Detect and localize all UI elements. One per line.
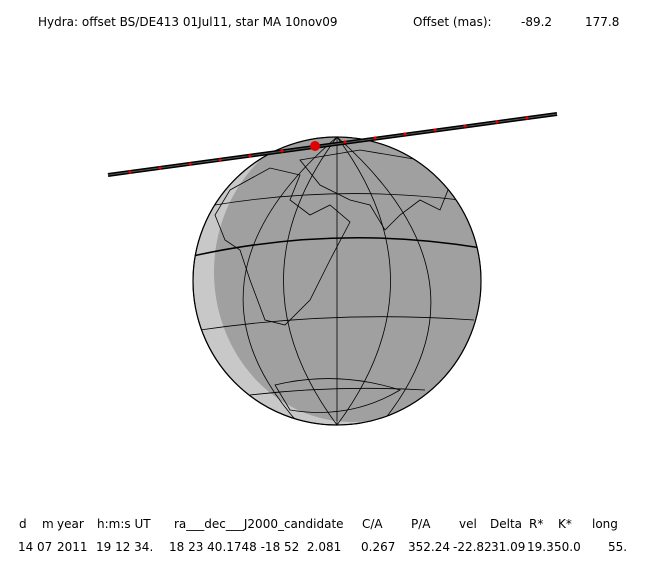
cell: 18 23 40.1748 -18 52 2.081 — [169, 540, 341, 554]
cell: 352.24 — [408, 540, 450, 554]
cell: 31.09 — [491, 540, 525, 554]
col-header: ra___dec___J2000_candidate — [174, 517, 344, 531]
offset-value: 177.8 — [585, 15, 619, 29]
col-header: vel — [459, 517, 477, 531]
cell: 19 12 34. — [96, 540, 153, 554]
offset-label: Offset (mas): — [413, 15, 492, 29]
col-header: d — [19, 517, 27, 531]
col-header: year — [57, 517, 84, 531]
col-header: m — [42, 517, 54, 531]
globe — [192, 136, 482, 426]
col-header: P/A — [411, 517, 431, 531]
col-header: Delta — [490, 517, 522, 531]
cell: 55. — [608, 540, 627, 554]
cell: 19.3 — [527, 540, 554, 554]
table-header: d m year h:m:s UT ra___dec___J2000_candi… — [19, 517, 618, 531]
col-header: long — [592, 517, 618, 531]
offset-value: -89.2 — [521, 15, 552, 29]
table-row: 14 07 2011 19 12 34. 18 23 40.1748 -18 5… — [18, 540, 627, 554]
cell: 2011 — [57, 540, 88, 554]
col-header: R* — [529, 517, 543, 531]
cell: 07 — [37, 540, 52, 554]
col-header: K* — [558, 517, 572, 531]
cell: 14 — [18, 540, 33, 554]
cell: 0.267 — [361, 540, 395, 554]
col-header: C/A — [362, 517, 383, 531]
col-header: h:m:s UT — [97, 517, 151, 531]
title: Hydra: offset BS/DE413 01Jul11, star MA … — [38, 15, 338, 29]
shadow-track — [107, 112, 558, 177]
cell: 50.0 — [554, 540, 581, 554]
cell: -22.82 — [453, 540, 492, 554]
